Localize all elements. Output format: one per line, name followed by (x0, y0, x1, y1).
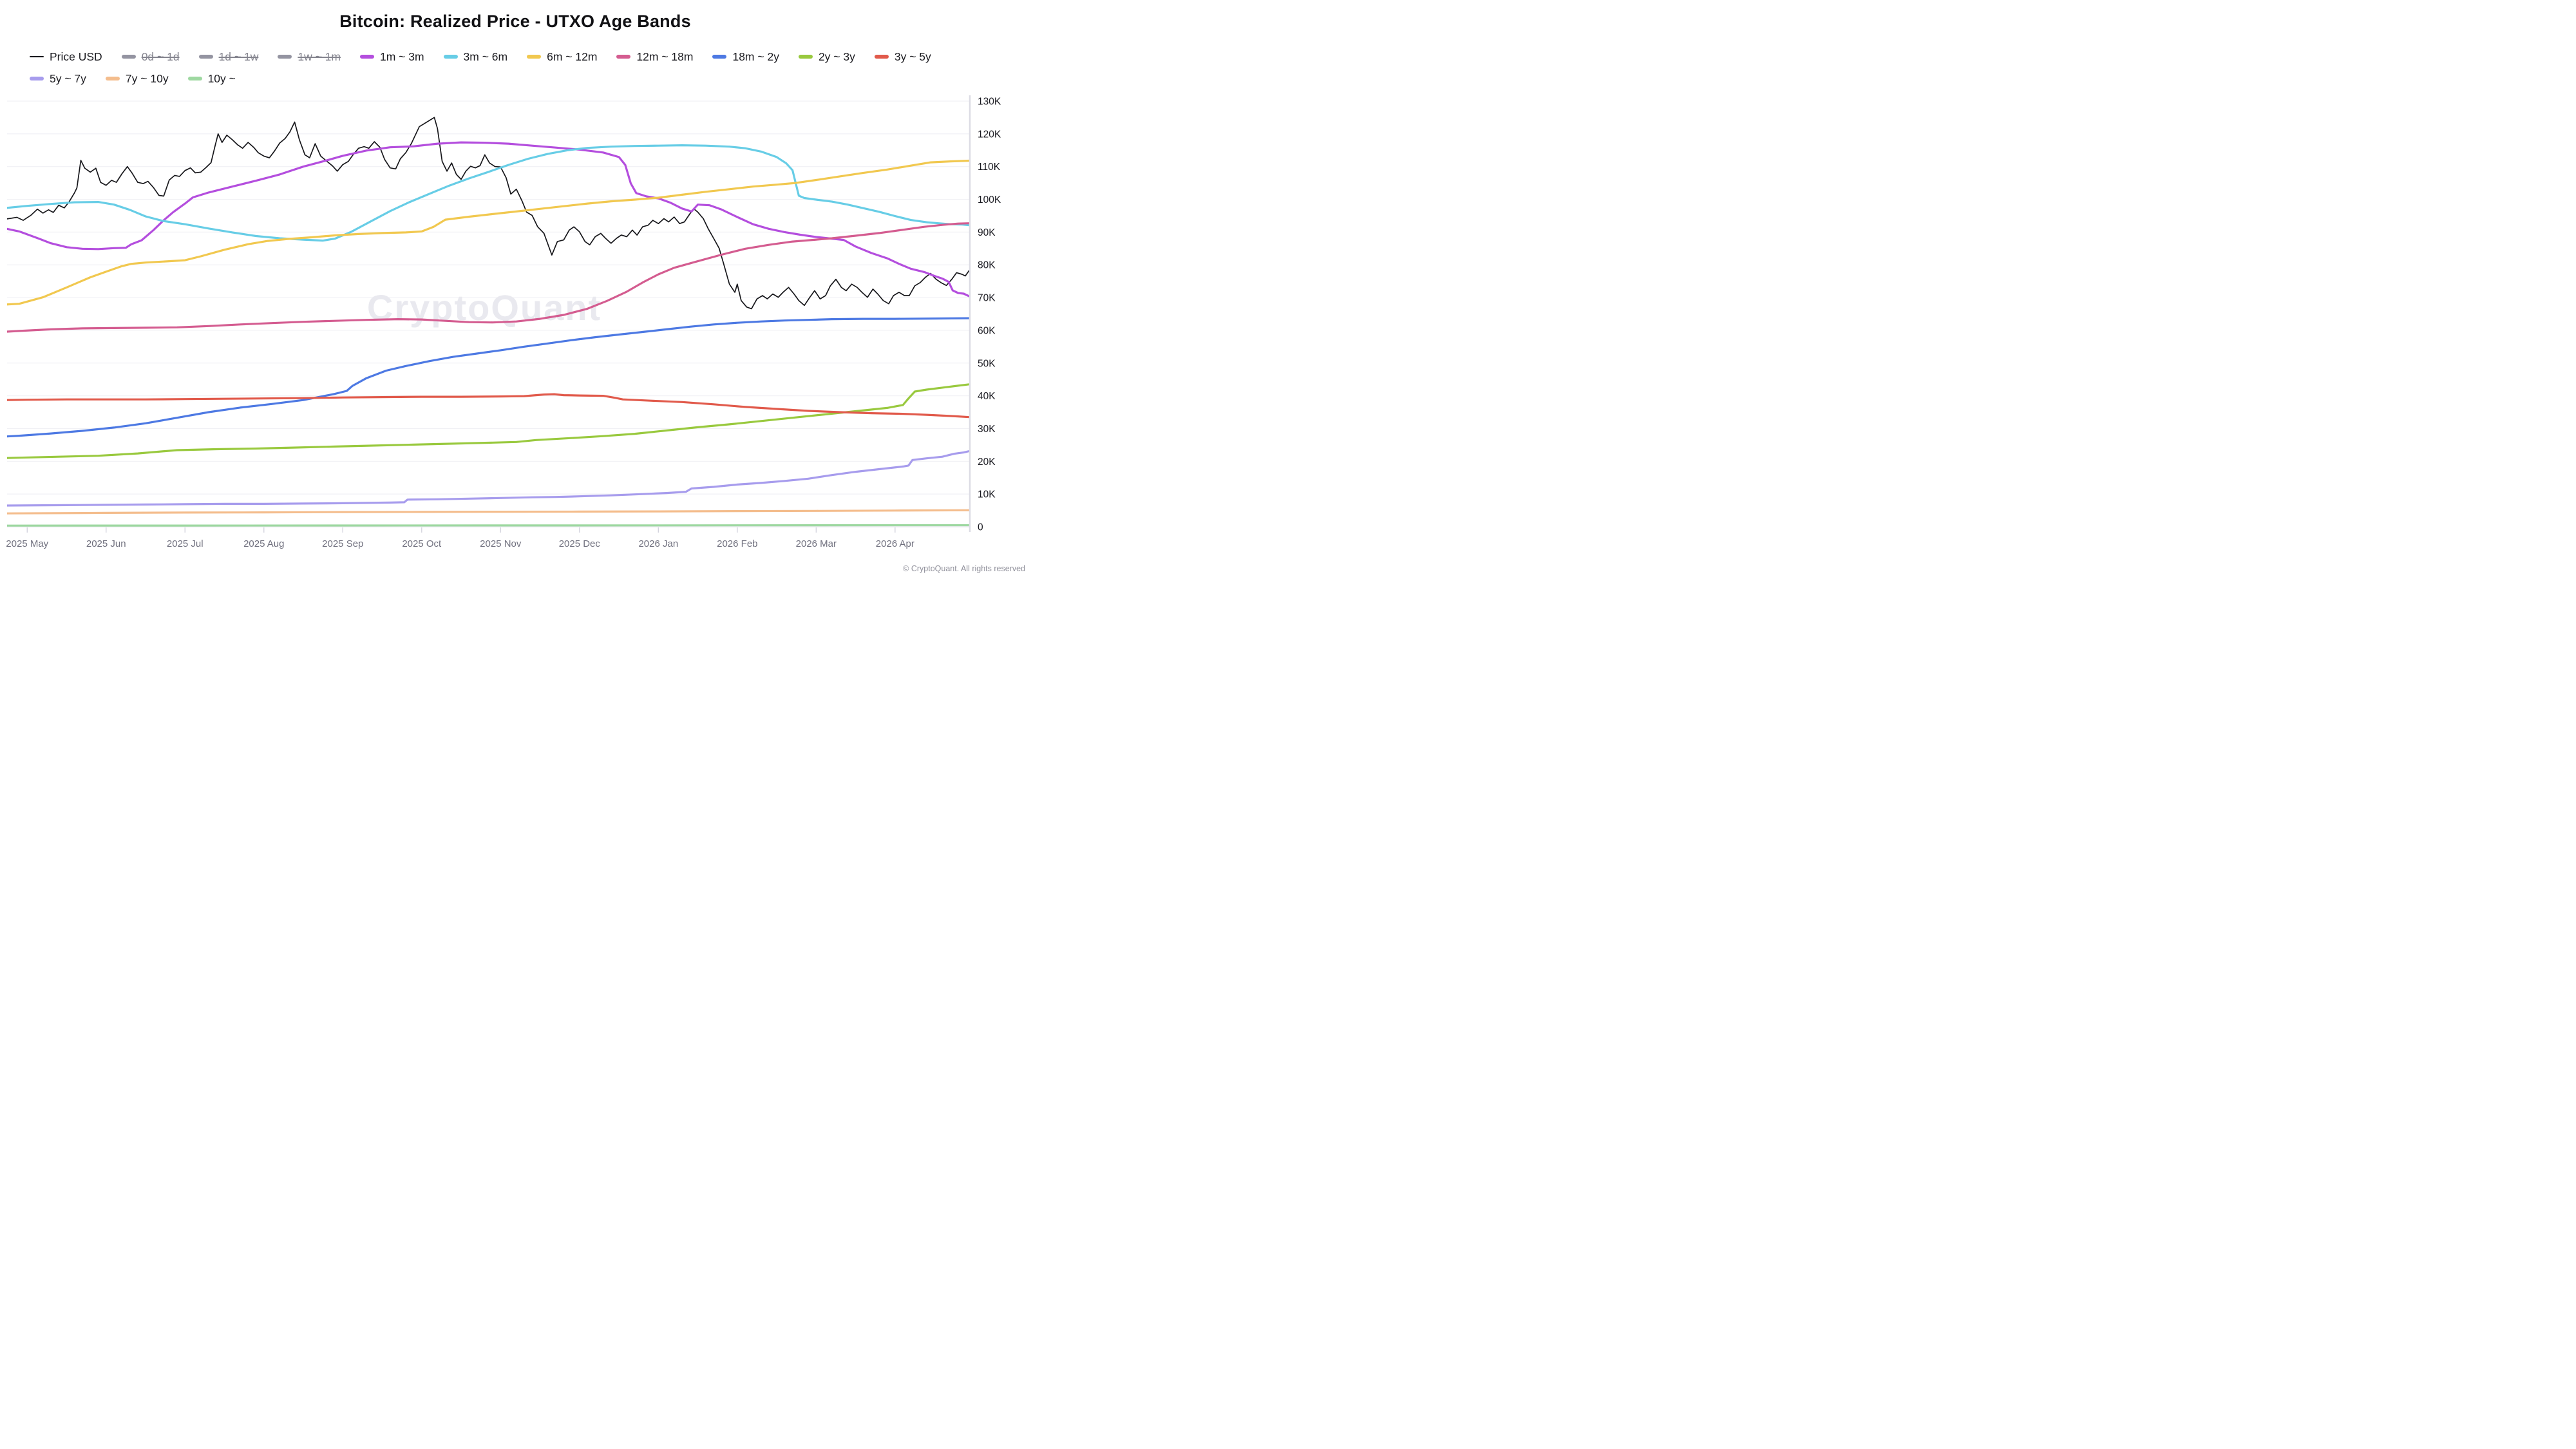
x-axis-label-2025 Jul: 2025 Jul (167, 538, 204, 549)
y-axis-label-80K: 80K (978, 260, 996, 271)
series-line-3m-6m (7, 144, 969, 242)
legend-swatch-1d-1w (198, 55, 213, 59)
legend-item-10y[interactable]: 10y ~ (187, 71, 236, 86)
legend-label: 3y ~ 5y (894, 50, 931, 63)
legend-label: 1m ~ 3m (379, 50, 424, 63)
x-axis-label-2026 Mar: 2026 Mar (796, 538, 837, 549)
copyright-footer: © CryptoQuant. All rights reserved (903, 564, 1025, 573)
legend-swatch-2y-3y (798, 55, 813, 59)
series-line-3y-5y (7, 393, 969, 419)
legend-label: 2y ~ 3y (818, 50, 855, 63)
legend-item-6m-12m[interactable]: 6m ~ 12m (527, 49, 597, 64)
legend-item-18m-2y[interactable]: 18m ~ 2y (712, 49, 779, 64)
legend-item-1d-1w[interactable]: 1d ~ 1w (198, 49, 259, 64)
legend-swatch-1w-1m (278, 55, 292, 59)
legend-label: 5y ~ 7y (50, 72, 86, 85)
legend-swatch-18m-2y (712, 55, 727, 59)
y-axis-label-40K: 40K (978, 391, 996, 402)
legend-label: 7y ~ 10y (125, 72, 169, 85)
y-axis-label-120K: 120K (978, 129, 1001, 140)
legend-label: 10y ~ (207, 72, 236, 85)
legend-label: 6m ~ 12m (547, 50, 598, 63)
legend-swatch-12m-18m (616, 55, 631, 59)
page-root: { "title": "Bitcoin: Realized Price - UT… (0, 0, 1030, 580)
legend-swatch-6m-12m (527, 55, 542, 59)
legend-item-3m-6m[interactable]: 3m ~ 6m (443, 49, 508, 64)
legend-item-0d-1d[interactable]: 0d ~ 1d (121, 49, 180, 64)
y-axis-label-70K: 70K (978, 293, 996, 304)
legend-label: 12m ~ 18m (636, 50, 694, 63)
legend-item-7y-10y[interactable]: 7y ~ 10y (105, 71, 169, 86)
y-axis-label-10K: 10K (978, 489, 996, 500)
chart-canvas[interactable]: 130K 120K 110K 100K 90K 80K 70K 60K 50K 40K 30K 20K… (0, 0, 1030, 580)
y-axis-label-50K: 50K (978, 358, 996, 369)
x-axis-label-2025 Dec: 2025 Dec (559, 538, 601, 549)
legend-label: 18m ~ 2y (732, 50, 779, 63)
legend-swatch-3y-5y (874, 55, 889, 59)
legend-item-price-usd[interactable]: Price USD (30, 49, 102, 64)
y-axis-label-130K: 130K (978, 97, 1001, 108)
y-axis-label-30K: 30K (978, 424, 996, 435)
x-axis-label-2025 Aug: 2025 Aug (243, 538, 284, 549)
legend-swatch-0d-1d (121, 55, 136, 59)
legend-label: 0d ~ 1d (141, 50, 180, 63)
legend-item-3y-5y[interactable]: 3y ~ 5y (874, 49, 931, 64)
legend-item-1m-3m[interactable]: 1m ~ 3m (359, 49, 424, 64)
x-axis-label-2026 Feb: 2026 Feb (717, 538, 757, 549)
legend-item-1w-1m[interactable]: 1w ~ 1m (278, 49, 341, 64)
series-line-2y-3y (7, 383, 969, 459)
x-axis-label-2025 Oct: 2025 Oct (402, 538, 442, 549)
series-line-price-usd (7, 117, 969, 310)
series-line-5y-7y (7, 450, 969, 507)
x-axis-label-2026 Jan: 2026 Jan (638, 538, 678, 549)
watermark: CryptoQuant (367, 287, 601, 328)
series-line-12m-18m (7, 222, 969, 333)
legend-item-2y-3y[interactable]: 2y ~ 3y (798, 49, 855, 64)
y-axis-label-60K: 60K (978, 325, 996, 336)
legend-item-12m-18m[interactable]: 12m ~ 18m (616, 49, 693, 64)
series-line-6m-12m (7, 159, 969, 306)
y-axis-label-20K: 20K (978, 457, 996, 468)
legend-swatch-7y-10y (105, 77, 120, 80)
legend-swatch-3m-6m (443, 55, 458, 59)
legend-swatch-price-usd (30, 55, 44, 58)
page-title: Bitcoin: Realized Price - UTXO Age Bands (339, 12, 691, 31)
legend-label: 1d ~ 1w (218, 50, 259, 63)
series-line-18m-2y (7, 317, 969, 438)
x-axis-label-2025 May: 2025 May (6, 538, 48, 549)
series-line-1m-3m (7, 141, 969, 298)
legend-label: 1w ~ 1m (298, 50, 341, 63)
series-line-7y-10y (7, 509, 969, 515)
legend-swatch-10y (187, 77, 202, 80)
x-axis-label-2025 Nov: 2025 Nov (480, 538, 522, 549)
x-axis-label-2025 Jun: 2025 Jun (86, 538, 126, 549)
legend-item-5y-7y[interactable]: 5y ~ 7y (30, 71, 86, 86)
legend: Price USD 0d ~ 1d 1d ~ 1w 1w ~ 1m 1m ~ 3m 3m … (30, 49, 1002, 86)
x-axis-label-2025 Sep: 2025 Sep (322, 538, 363, 549)
legend-swatch-5y-7y (30, 77, 44, 80)
y-axis-label-110K: 110K (978, 162, 1001, 173)
legend-label: 3m ~ 6m (463, 50, 508, 63)
y-axis-label-90K: 90K (978, 227, 996, 238)
y-axis-label-0: 0 (978, 522, 983, 533)
x-axis-label-2026 Apr: 2026 Apr (876, 538, 914, 549)
y-axis-label-100K: 100K (978, 194, 1001, 205)
legend-label: Price USD (50, 50, 102, 63)
legend-swatch-1m-3m (359, 55, 374, 59)
